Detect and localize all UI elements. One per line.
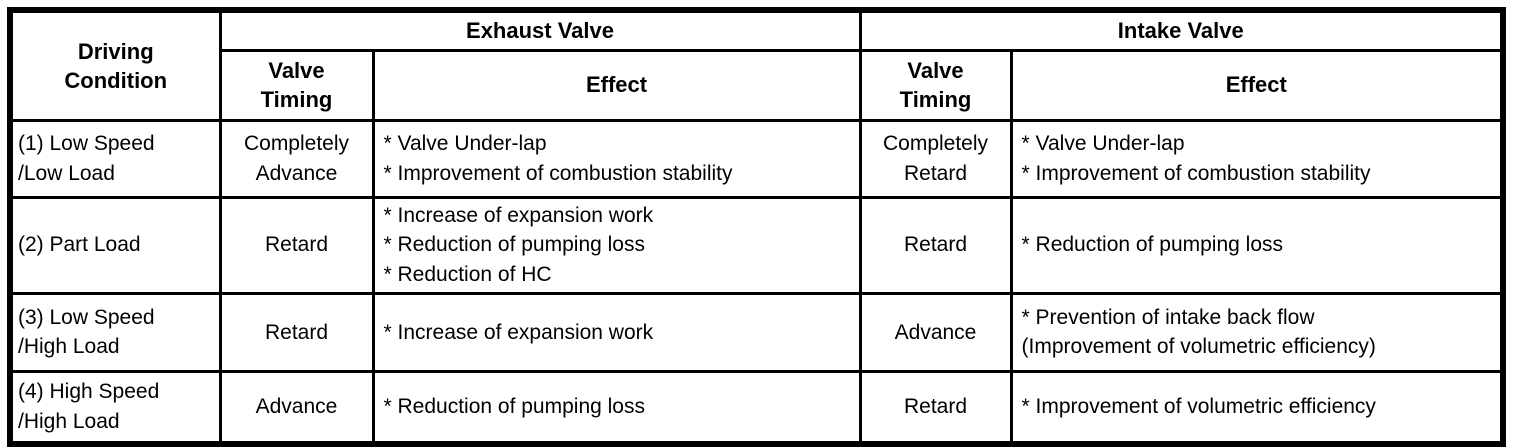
cell-exhaust-effect: * Increase of expansion work * Reduction… xyxy=(371,195,862,295)
header-driving-condition: Driving Condition xyxy=(8,8,222,122)
header-intake-valve-timing: Valve Timing xyxy=(858,48,1013,122)
header-exhaust-valve: Exhaust Valve xyxy=(218,8,862,52)
cell-exhaust-valve-timing: Retard xyxy=(218,195,375,295)
header-row-subcolumns: Valve Timing Effect Valve Timing Effect xyxy=(10,48,1505,122)
header-intake-valve: Intake Valve xyxy=(858,8,1505,52)
cell-driving-condition: (3) Low Speed /High Load xyxy=(8,291,222,373)
header-row-valve-groups: Driving Condition Exhaust Valve Intake V… xyxy=(8,8,1505,122)
cell-intake-effect: * Valve Under-lap * Improvement of combu… xyxy=(1009,118,1505,199)
table-row: (2) Part Load Retard * Increase of expan… xyxy=(8,195,1505,295)
cell-intake-effect: * Improvement of volumetric efficiency xyxy=(1009,369,1505,446)
header-exhaust-valve-timing: Valve Timing xyxy=(218,48,375,122)
table-row: (1) Low Speed /Low Load Completely Advan… xyxy=(8,118,1505,199)
table-row: (4) High Speed /High Load Advance * Redu… xyxy=(8,369,1505,446)
cell-intake-effect: * Prevention of intake back flow (Improv… xyxy=(1009,291,1505,373)
cell-intake-valve-timing: Advance xyxy=(858,291,1013,373)
header-intake-effect: Effect xyxy=(1009,48,1505,122)
header-exhaust-effect: Effect xyxy=(371,48,862,122)
cell-exhaust-effect: * Increase of expansion work xyxy=(371,291,862,373)
cell-driving-condition: (4) High Speed /High Load xyxy=(8,369,222,446)
cell-intake-valve-timing: Retard xyxy=(858,369,1013,446)
cell-exhaust-effect: * Reduction of pumping loss xyxy=(371,369,862,446)
table-row: (3) Low Speed /High Load Retard * Increa… xyxy=(8,291,1505,373)
cell-intake-effect: * Reduction of pumping loss xyxy=(1009,195,1505,295)
valve-timing-table: Driving Condition Exhaust Valve Intake V… xyxy=(7,7,1507,448)
cell-driving-condition: (1) Low Speed /Low Load xyxy=(8,118,222,199)
cell-exhaust-effect: * Valve Under-lap * Improvement of combu… xyxy=(371,118,862,199)
cell-exhaust-valve-timing: Retard xyxy=(218,291,375,373)
cell-exhaust-valve-timing: Completely Advance xyxy=(218,118,375,199)
cell-driving-condition: (2) Part Load xyxy=(8,195,222,295)
cell-intake-valve-timing: Completely Retard xyxy=(858,118,1013,199)
cell-exhaust-valve-timing: Advance xyxy=(218,369,375,446)
valve-timing-table-container: Driving Condition Exhaust Valve Intake V… xyxy=(7,7,1507,448)
cell-intake-valve-timing: Retard xyxy=(858,195,1013,295)
